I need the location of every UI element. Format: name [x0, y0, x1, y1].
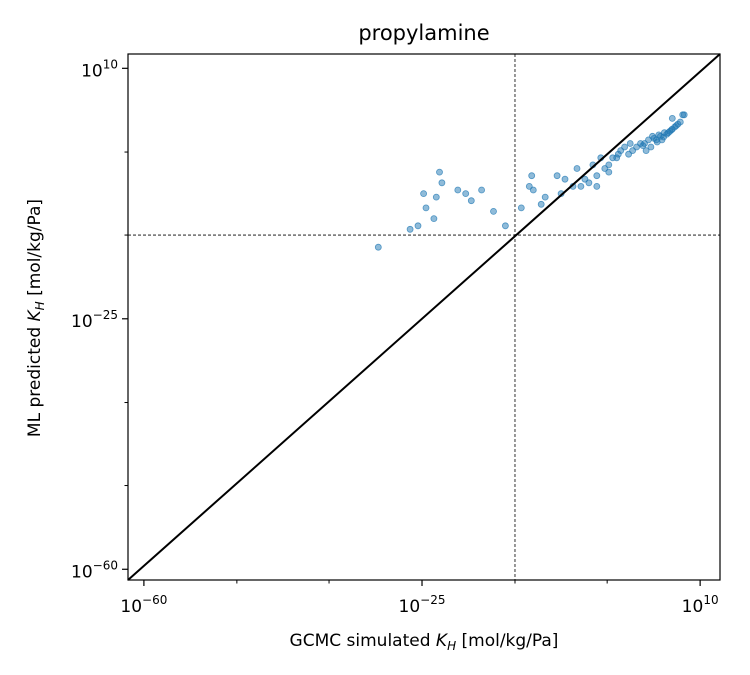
data-point: [537, 200, 545, 208]
data-point: [577, 182, 585, 190]
parity-line: [127, 53, 721, 581]
data-point: [674, 120, 682, 128]
y-axis-ticks: 10−60 10−25 1010: [71, 57, 128, 582]
data-point: [420, 190, 428, 198]
data-point: [561, 175, 569, 183]
data-point: [639, 142, 647, 150]
data-point: [668, 115, 676, 122]
y-tick-label: 10−25: [71, 308, 118, 332]
data-point: [462, 190, 470, 198]
data-point: [593, 172, 601, 180]
data-point: [467, 197, 475, 205]
data-point: [438, 179, 446, 187]
data-point: [647, 143, 655, 151]
data-point: [668, 126, 675, 134]
data-point: [529, 186, 537, 194]
data-point: [621, 143, 628, 151]
data-point: [374, 243, 382, 251]
data-points: [374, 111, 688, 251]
data-point: [626, 140, 634, 147]
data-point: [593, 182, 601, 190]
x-axis-label: GCMC simulated KH [mol/kg/Pa]: [290, 631, 559, 653]
data-point: [573, 165, 581, 172]
data-point: [454, 186, 462, 194]
data-point: [528, 172, 536, 180]
data-point: [478, 186, 486, 194]
data-point: [490, 207, 497, 215]
data-point: [432, 193, 440, 201]
x-axis-ticks: 10−60 10−25 1010: [120, 580, 719, 617]
data-point: [614, 150, 622, 158]
data-point: [517, 204, 525, 212]
data-point: [501, 222, 509, 230]
data-point: [679, 111, 687, 119]
x-tick-label: 1010: [682, 593, 719, 617]
parity-line-path: [127, 53, 721, 581]
data-point: [553, 172, 561, 180]
data-point: [605, 168, 613, 176]
y-tick-label: 1010: [81, 57, 118, 81]
axes-frame: [127, 53, 721, 581]
data-point: [605, 161, 613, 169]
data-point: [414, 222, 422, 230]
y-tick-label: 10−60: [71, 558, 118, 582]
data-point: [585, 179, 593, 187]
data-point: [642, 147, 650, 155]
y-axis-label: ML predicted KH [mol/kg/Pa]: [25, 199, 47, 437]
plot-frame: [127, 53, 721, 581]
data-point: [541, 193, 549, 201]
chart-title: propylamine: [358, 21, 489, 45]
data-point: [406, 225, 414, 233]
reference-lines: [128, 54, 720, 580]
x-tick-label: 10−25: [399, 593, 446, 617]
data-point: [430, 215, 438, 223]
x-tick-label: 10−60: [120, 593, 167, 617]
data-point: [422, 204, 430, 212]
data-point: [436, 168, 443, 176]
data-point: [655, 131, 663, 139]
